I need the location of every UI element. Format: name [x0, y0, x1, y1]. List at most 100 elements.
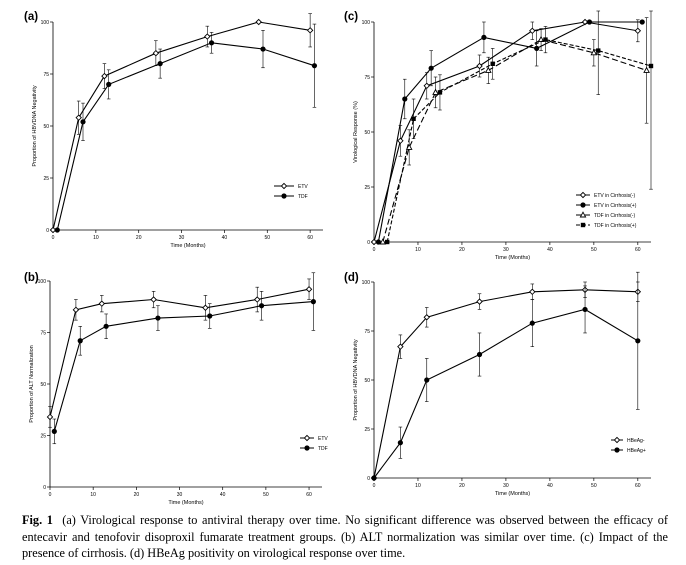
data-point: [634, 27, 642, 35]
panel-label: (c): [344, 11, 358, 23]
x-tick-label: 60: [306, 492, 312, 498]
x-tick-label: 50: [591, 483, 597, 489]
data-point: [150, 296, 157, 303]
data-point: [476, 62, 483, 70]
legend-marker: [303, 434, 311, 442]
y-tick-label: 0: [367, 240, 370, 246]
series-0: [370, 18, 642, 246]
x-tick-label: 30: [503, 247, 509, 253]
x-tick-label: 50: [265, 235, 271, 241]
y-axis-label: Virological Response (%): [353, 101, 359, 163]
data-point: [534, 45, 540, 52]
x-tick-label: 20: [136, 235, 142, 241]
data-point: [586, 19, 593, 25]
data-point: [258, 303, 265, 309]
y-tick-label: 50: [43, 124, 49, 130]
x-tick-label: 10: [90, 492, 96, 498]
y-tick-label: 25: [40, 434, 46, 440]
data-point: [254, 296, 261, 303]
x-tick-label: 30: [177, 492, 183, 498]
y-tick-label: 75: [40, 331, 46, 337]
data-point: [402, 96, 408, 102]
series-1: [54, 23, 318, 233]
data-point: [157, 61, 163, 67]
legend-label: ETV: [298, 184, 308, 190]
x-tick-label: 0: [52, 235, 55, 241]
data-point: [639, 19, 645, 25]
legend-marker: [280, 182, 288, 190]
series-line: [373, 308, 639, 479]
y-tick-label: 25: [364, 427, 370, 433]
x-axis-label: Time (Months): [495, 491, 530, 497]
data-point: [635, 338, 641, 344]
panel-c-chart: (c) 0 25 50 75 100 0 10 20 30 40 50 60 Time (Months) V…: [344, 10, 654, 261]
data-point: [310, 299, 316, 305]
legend-label: TDF in Cirrhosis(-): [594, 213, 635, 219]
legend-label: ETV: [318, 436, 328, 442]
data-point: [54, 227, 60, 233]
series-1: [375, 19, 645, 245]
data-point: [529, 288, 536, 296]
data-point: [428, 65, 434, 71]
data-point: [397, 440, 403, 446]
figure-caption: Fig. 1 (a) Virological response to antiv…: [22, 512, 668, 562]
y-tick-label: 50: [40, 382, 46, 388]
x-tick-label: 0: [373, 483, 376, 489]
y-tick-label: 100: [362, 20, 371, 26]
data-point: [379, 238, 387, 245]
data-point: [202, 304, 209, 312]
x-axis-label: Time (Months): [495, 255, 530, 261]
data-point: [384, 239, 390, 245]
legend-label: HBeAg-: [627, 438, 645, 444]
legend-marker: [613, 436, 621, 444]
caption-text: (a) Virological response to antiviral th…: [22, 513, 668, 560]
data-point: [260, 46, 266, 52]
legend-label: ETV in Cirrhosis(+): [594, 203, 637, 209]
legend-label: HBeAg+: [627, 448, 646, 454]
y-tick-label: 50: [364, 130, 370, 136]
y-tick-label: 25: [43, 176, 49, 182]
data-point: [46, 413, 54, 421]
legend-label: TDF: [318, 446, 328, 452]
x-tick-label: 50: [263, 492, 269, 498]
panel-label: (a): [24, 11, 38, 23]
series-1: [371, 271, 641, 481]
x-tick-label: 10: [415, 483, 421, 489]
x-axis-label: Time (Months): [170, 243, 205, 249]
data-point: [305, 286, 313, 293]
data-point: [77, 338, 83, 344]
data-point: [529, 27, 536, 35]
y-tick-label: 100: [38, 279, 47, 285]
data-point: [204, 33, 211, 40]
data-point: [207, 313, 213, 319]
data-point: [484, 66, 492, 73]
legend-marker: [580, 222, 586, 228]
legend-marker: [579, 211, 587, 218]
data-point: [590, 49, 598, 56]
series-line: [56, 42, 315, 231]
x-tick-label: 60: [635, 483, 641, 489]
data-point: [437, 90, 443, 95]
y-tick-label: 50: [364, 378, 370, 384]
data-point: [476, 298, 483, 305]
data-point: [481, 34, 487, 41]
data-point: [370, 238, 378, 246]
data-point: [311, 63, 318, 69]
x-tick-label: 40: [222, 235, 228, 241]
data-point: [648, 63, 654, 69]
data-point: [423, 82, 430, 90]
series-line: [386, 39, 652, 243]
data-point: [529, 320, 535, 326]
series-line: [377, 21, 643, 243]
y-tick-label: 25: [364, 185, 370, 191]
legend-marker: [580, 202, 586, 208]
y-tick-label: 0: [367, 476, 370, 482]
data-point: [98, 300, 106, 307]
y-axis-label: Proportion of HBVDNA Negativity: [32, 85, 38, 167]
y-axis-label: Proportion of HBVDNA Negativity: [353, 339, 359, 421]
x-tick-label: 40: [547, 483, 553, 489]
data-point: [411, 116, 416, 121]
series-line: [382, 39, 647, 243]
x-tick-label: 10: [93, 235, 99, 241]
data-point: [152, 49, 160, 57]
